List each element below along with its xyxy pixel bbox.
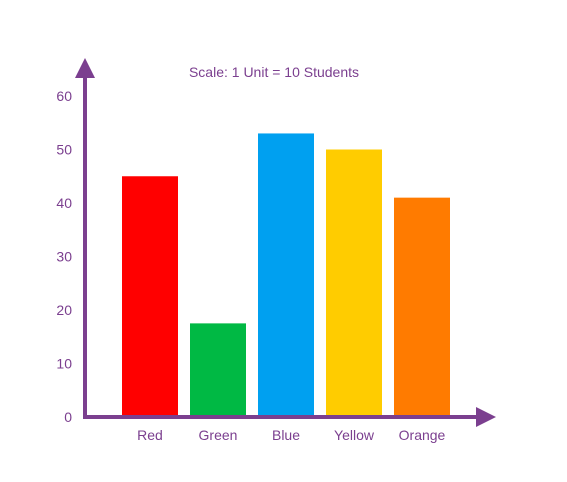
x-tick-label-red: Red [137, 427, 163, 443]
y-tick-labels: 0 10 20 30 40 50 60 [56, 88, 72, 425]
x-axis-arrow-icon [476, 407, 496, 427]
x-tick-label-blue: Blue [272, 427, 300, 443]
chart-title: Scale: 1 Unit = 10 Students [189, 64, 359, 80]
y-axis-arrow-icon [75, 58, 95, 78]
x-tick-label-yellow: Yellow [334, 427, 375, 443]
bar-green [190, 323, 246, 417]
y-tick-label: 30 [56, 249, 72, 265]
y-tick-label: 40 [56, 195, 72, 211]
bar-yellow [326, 149, 382, 417]
y-tick-label: 10 [56, 356, 72, 372]
x-tick-label-orange: Orange [399, 427, 446, 443]
axes-layer [75, 58, 496, 427]
bar-orange [394, 197, 450, 417]
bars-layer [122, 133, 450, 417]
y-tick-label: 60 [56, 88, 72, 104]
y-tick-label: 0 [64, 409, 72, 425]
bar-red [122, 176, 178, 417]
y-tick-label: 20 [56, 302, 72, 318]
x-tick-label-green: Green [199, 427, 238, 443]
x-category-labels: Red Green Blue Yellow Orange [137, 427, 445, 443]
bar-blue [258, 133, 314, 417]
y-tick-label: 50 [56, 142, 72, 158]
